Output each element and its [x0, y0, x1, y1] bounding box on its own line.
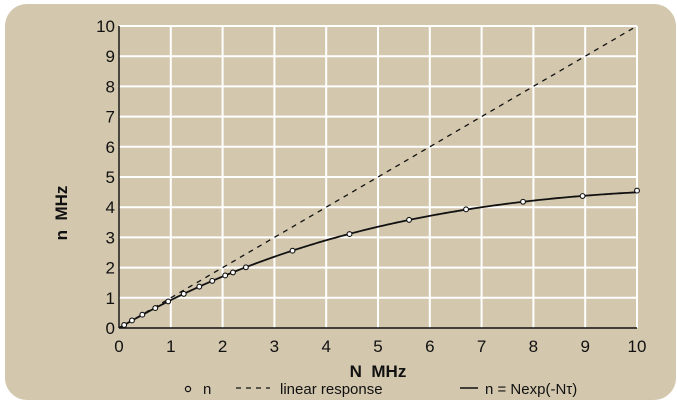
legend-marker-circle: [184, 385, 192, 393]
data-point: [121, 322, 128, 328]
data-point: [579, 193, 586, 199]
data-point: [209, 277, 216, 284]
data-point: [406, 216, 413, 223]
data-point: [165, 298, 172, 305]
data-point: [520, 198, 526, 205]
legend: n linear response n = Nexp(-Nτ): [184, 381, 577, 398]
y-tick-label: 3: [106, 228, 115, 247]
y-tick-label: 2: [106, 259, 115, 278]
data-point: [289, 247, 296, 254]
x-tick-label: 0: [114, 337, 123, 356]
data-point: [463, 206, 470, 213]
x-tick-labels: 0 1 2 3 4 5 6 7 8 9 10: [114, 337, 646, 356]
x-tick-label: 2: [218, 337, 227, 356]
x-tick-label: 3: [270, 337, 279, 356]
x-tick-label: 5: [373, 337, 382, 356]
data-point: [222, 272, 229, 279]
data-point: [242, 264, 249, 271]
y-tick-label: 6: [106, 138, 115, 157]
x-tick-label: 8: [529, 337, 538, 356]
y-tick-label: 4: [106, 198, 115, 217]
x-tick-label: 7: [477, 337, 486, 356]
y-axis-title: n MHz: [52, 186, 71, 241]
axes: [118, 26, 637, 329]
series-layer: [118, 25, 640, 329]
x-tick-label: 4: [321, 337, 330, 356]
data-point: [139, 311, 146, 318]
legend-label-linear-response: linear response: [280, 381, 383, 398]
data-point: [129, 317, 135, 324]
model-curve: [118, 191, 638, 329]
y-tick-label: 10: [96, 17, 115, 36]
data-point: [196, 283, 203, 290]
x-axis-title: N MHz: [350, 362, 407, 381]
data-point: [346, 231, 353, 238]
y-tick-label: 7: [106, 108, 115, 127]
grid: [119, 25, 638, 328]
x-tick-label: 1: [166, 337, 175, 356]
data-point: [152, 305, 159, 312]
x-tick-label: 10: [628, 337, 647, 356]
y-tick-labels: 0 1 2 3 4 5 6 7 8 9 10: [96, 17, 115, 338]
y-tick-label: 9: [106, 47, 115, 66]
legend-label-model: n = Nexp(-Nτ): [485, 381, 577, 398]
y-tick-label: 0: [106, 319, 115, 338]
data-point: [634, 187, 640, 194]
y-tick-label: 5: [106, 168, 115, 187]
legend-label-n: n: [203, 381, 211, 398]
data-point: [180, 290, 187, 297]
y-tick-label: 1: [106, 289, 115, 308]
x-tick-label: 9: [580, 337, 589, 356]
y-tick-label: 8: [106, 77, 115, 96]
x-tick-label: 6: [425, 337, 434, 356]
data-point: [230, 269, 236, 276]
